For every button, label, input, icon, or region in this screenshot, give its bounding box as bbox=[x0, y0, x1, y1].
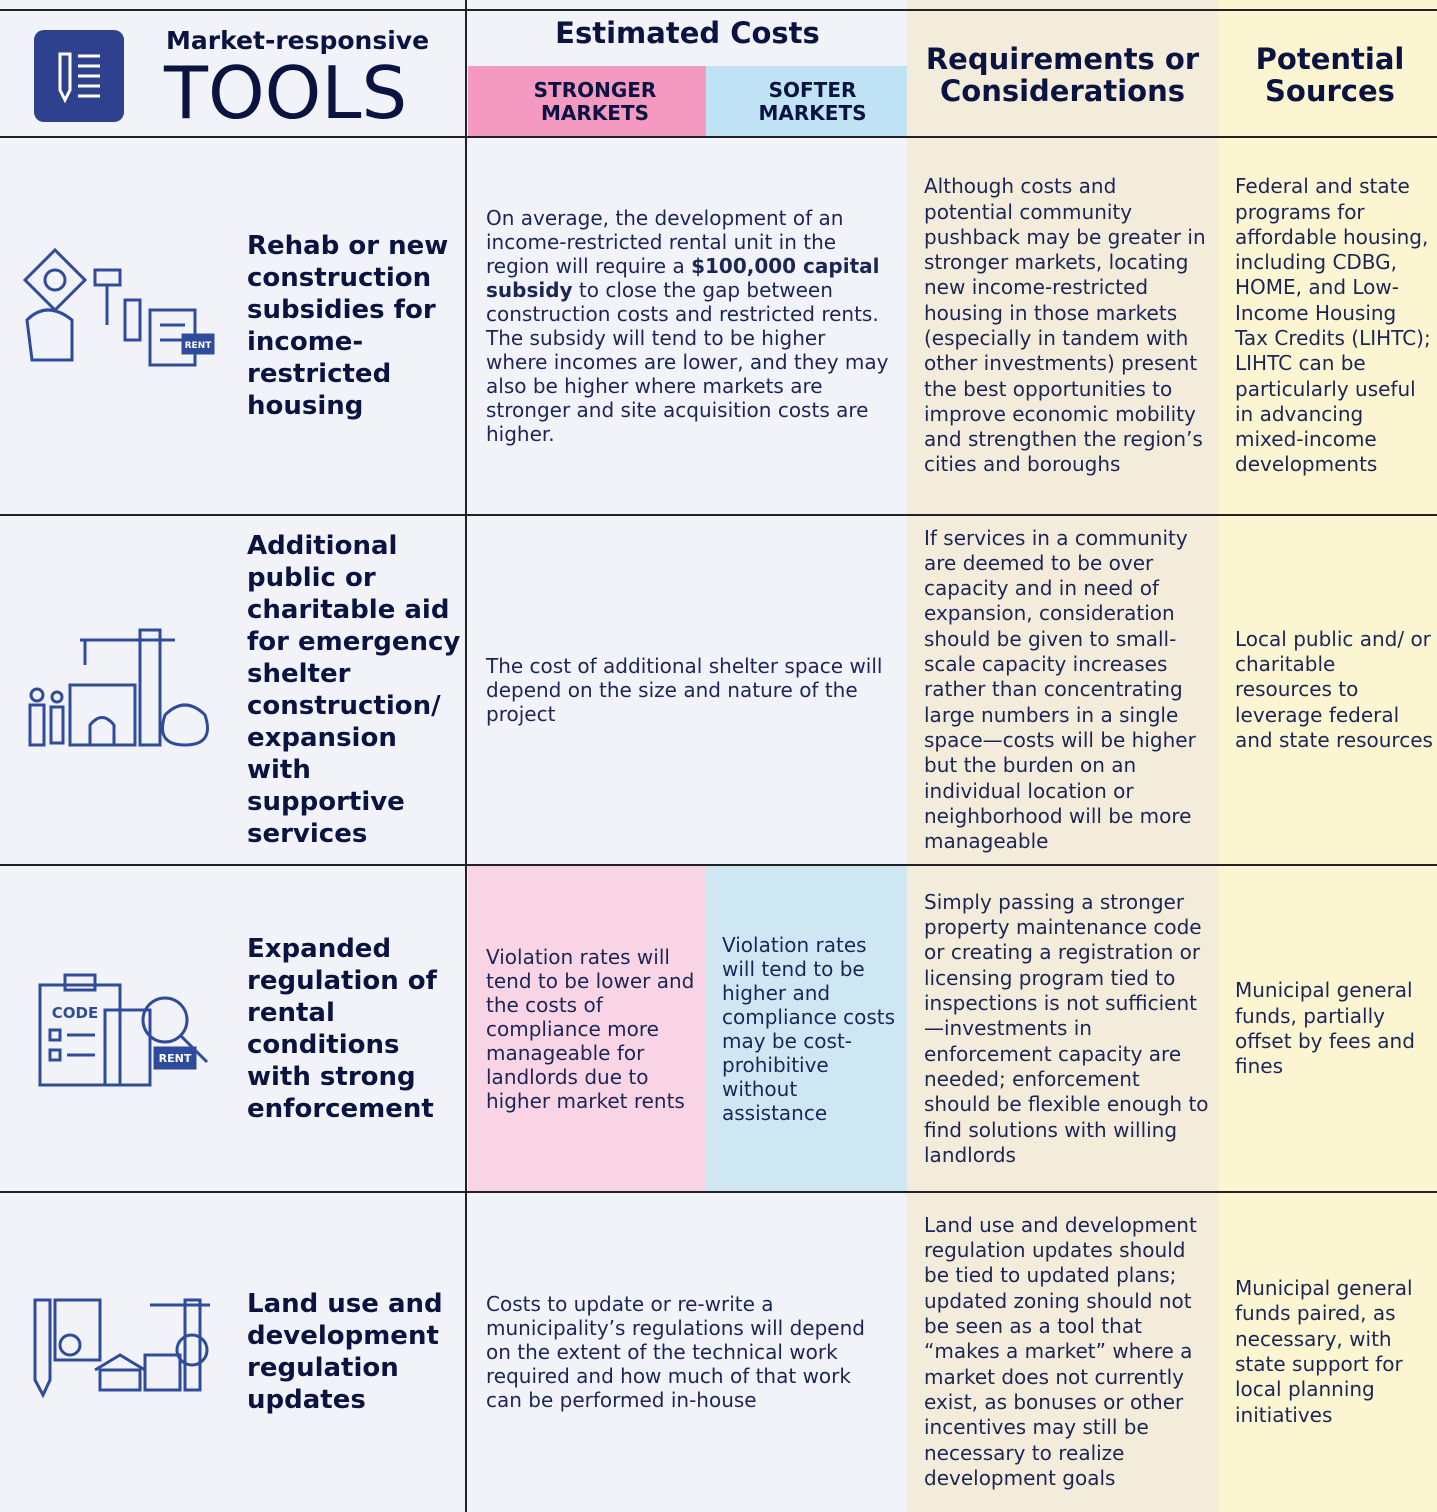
header-subtitle: Market-responsive bbox=[166, 26, 430, 55]
subsidy-icon: RENT bbox=[22, 247, 215, 367]
cost-text: Costs to update or re-write a municipali… bbox=[486, 1292, 865, 1412]
softer-cell-bg bbox=[706, 866, 907, 1192]
cost-text-bold: $100,000 capital subsidy bbox=[486, 254, 880, 302]
rule bbox=[0, 864, 1437, 866]
requirements-text: Although costs and potential community p… bbox=[924, 174, 1206, 477]
stronger-header-bg bbox=[468, 66, 706, 137]
estimated-costs-header: Estimated Costs bbox=[555, 16, 820, 50]
sources-text: Municipal general funds paired, as neces… bbox=[1235, 1276, 1413, 1427]
sources-text: Local public and/ or charitable resource… bbox=[1235, 626, 1433, 752]
stronger-cell-bg bbox=[468, 866, 706, 1192]
stronger-header: STRONGER MARKETS bbox=[533, 77, 657, 125]
header-title: TOOLS bbox=[164, 51, 408, 135]
sources-column bbox=[1218, 0, 1437, 1512]
cost-stronger-text: Violation rates will tend to be lower an… bbox=[486, 945, 695, 1113]
rule bbox=[0, 9, 1437, 11]
tools-icon-glyph bbox=[58, 52, 100, 104]
cost-paragraph: On average, the development of an income… bbox=[486, 206, 891, 446]
rule bbox=[0, 1191, 1437, 1193]
cost-text: The cost of additional shelter space wil… bbox=[486, 654, 883, 726]
rule bbox=[0, 136, 1437, 138]
requirements-text: Land use and development regulation upda… bbox=[924, 1212, 1197, 1490]
requirements-header: Requirements or Considerations bbox=[925, 42, 1200, 108]
tool-name: Rehab or new construction subsidies for … bbox=[247, 231, 449, 421]
cost-text-part: On average, the development of an income… bbox=[486, 206, 844, 278]
tools-icon bbox=[34, 30, 124, 122]
shelter-icon bbox=[28, 628, 209, 747]
code-icon: CODE RENT bbox=[38, 973, 209, 1087]
column-rule bbox=[465, 0, 467, 1512]
tool-name: Land use and development regulation upda… bbox=[247, 1289, 443, 1415]
cost-text: On average, the development of an income… bbox=[486, 137, 891, 515]
tool-name: Additional public or charitable aid for … bbox=[247, 531, 461, 849]
softer-header-bg bbox=[706, 66, 907, 137]
land-use-icon bbox=[33, 1298, 210, 1399]
tool-name: Expanded regulation of rental conditions… bbox=[247, 934, 437, 1124]
cost-text-part: to close the gap between construction co… bbox=[486, 278, 889, 446]
sources-text: Federal and state programs for affordabl… bbox=[1235, 174, 1431, 477]
cost-softer-text: Violation rates will tend to be higher a… bbox=[722, 933, 896, 1125]
requirements-text: Simply passing a stronger property maint… bbox=[924, 889, 1209, 1167]
sources-header: Potential Sources bbox=[1255, 42, 1405, 108]
softer-header: SOFTER MARKETS bbox=[758, 77, 867, 125]
icon-code: CODE bbox=[52, 1004, 98, 1022]
requirements-text: If services in a community are deemed to… bbox=[924, 525, 1196, 854]
icon-sign: RENT bbox=[159, 1052, 192, 1065]
icon-sign: RENT bbox=[185, 341, 213, 351]
rule bbox=[0, 514, 1437, 516]
sources-text: Municipal general funds, partially offse… bbox=[1235, 978, 1415, 1079]
requirements-column bbox=[907, 0, 1218, 1512]
